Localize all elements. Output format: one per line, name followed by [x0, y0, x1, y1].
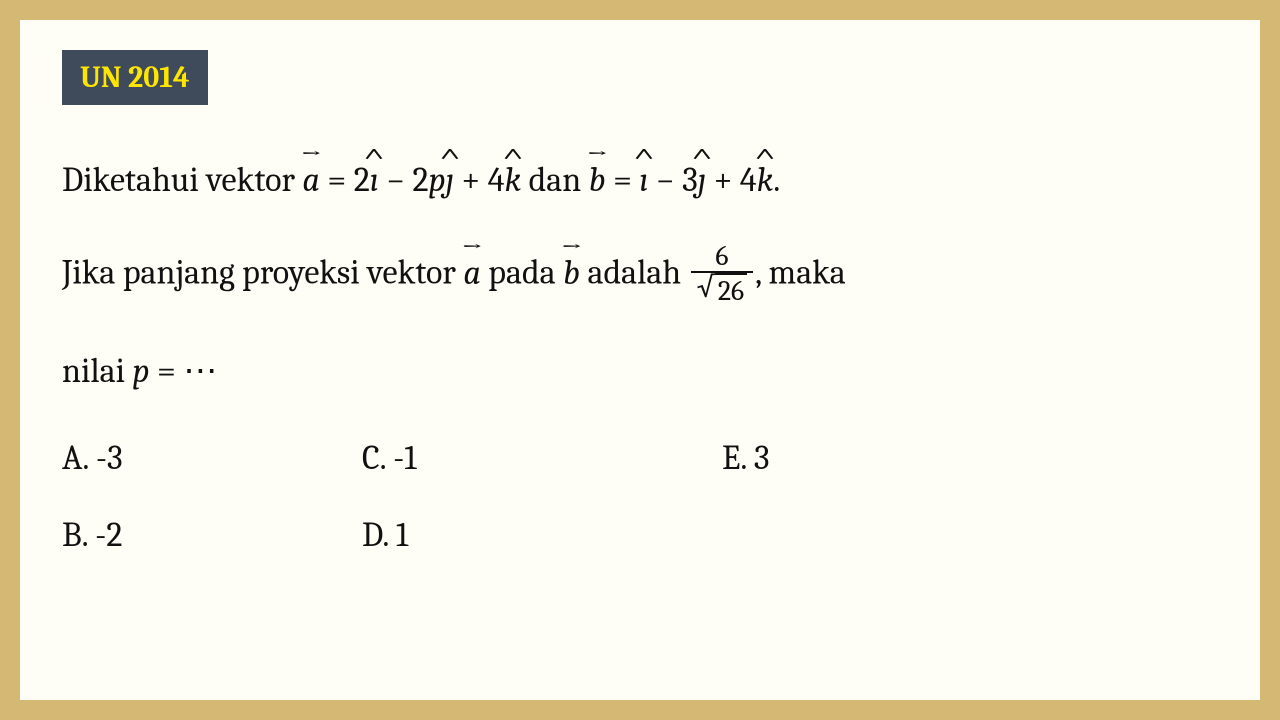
problem-line-1: Diketahui vektor a = 2ı − 2pȷ + 4k dan b… — [62, 151, 1218, 205]
j-hat: ȷ — [698, 156, 706, 205]
i-hat: ı — [639, 156, 648, 205]
exam-badge: UN 2014 — [62, 50, 208, 105]
text: dan — [521, 160, 589, 200]
text: nilai — [62, 351, 132, 391]
text: Diketahui vektor — [62, 160, 302, 200]
problem-statement: Diketahui vektor a = 2ı − 2pȷ + 4k dan b… — [62, 151, 1218, 561]
vector-b: b — [563, 244, 580, 298]
radicand: 26 — [715, 273, 747, 307]
text: adalah — [580, 253, 689, 293]
page-card: UN 2014 Diketahui vektor a = 2ı − 2pȷ + … — [20, 20, 1260, 700]
page-border: UN 2014 Diketahui vektor a = 2ı − 2pȷ + … — [0, 0, 1280, 720]
option-d: D. 1 — [362, 511, 722, 560]
k-hat: k — [504, 156, 521, 205]
radical-sign: √ — [697, 273, 716, 302]
text: + 4 — [454, 160, 505, 200]
text: + 4 — [706, 160, 757, 200]
text: − 2 — [379, 160, 429, 200]
problem-line-2: Jika panjang proyeksi vektor a pada b ad… — [62, 243, 1218, 308]
option-e: E. 3 — [722, 434, 1218, 483]
fraction-denominator: √ 26 — [691, 271, 754, 307]
variable-p: p — [132, 351, 149, 391]
text: Jika panjang proyeksi vektor — [62, 253, 463, 293]
option-b: B. -2 — [62, 511, 362, 560]
vector-b: b — [589, 151, 606, 205]
k-hat: k — [757, 156, 774, 205]
i-hat: ı — [370, 156, 379, 205]
j-hat: ȷ — [446, 156, 454, 205]
answer-options: A. -3 C. -1 E. 3 B. -2 D. 1 — [62, 434, 1218, 561]
text: = ⋯ — [150, 351, 218, 391]
square-root: √ 26 — [697, 273, 748, 307]
option-c: C. -1 — [362, 434, 722, 483]
vector-a: a — [302, 151, 320, 205]
problem-line-3: nilai p = ⋯ — [62, 347, 1218, 396]
fraction-numerator: 6 — [709, 242, 734, 271]
text: pada — [481, 253, 563, 293]
fraction: 6 √ 26 — [691, 242, 754, 307]
vector-a: a — [463, 244, 481, 298]
text: , maka — [755, 253, 846, 293]
option-a: A. -3 — [62, 434, 362, 483]
